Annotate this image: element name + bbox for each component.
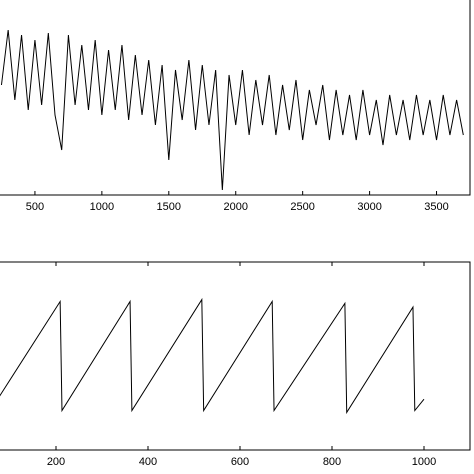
signal-line <box>0 297 425 415</box>
x-tick-label: 1000 <box>412 456 436 468</box>
x-tick-label: 2000 <box>223 201 247 213</box>
x-tick-label: 2500 <box>290 201 314 213</box>
axes-frame <box>0 0 471 196</box>
x-tick-label: 3500 <box>424 201 448 213</box>
x-tick-label: 200 <box>47 456 65 468</box>
x-tick-label: 400 <box>139 456 157 468</box>
x-tick-label: 600 <box>231 456 249 468</box>
x-tick-label: 1000 <box>90 201 114 213</box>
x-tick-label: 1500 <box>157 201 181 213</box>
x-tick-label: 500 <box>26 201 44 213</box>
axes-frame <box>0 261 471 451</box>
x-tick-label: 3000 <box>357 201 381 213</box>
signal-line <box>0 29 464 191</box>
x-tick-label: 800 <box>323 456 341 468</box>
